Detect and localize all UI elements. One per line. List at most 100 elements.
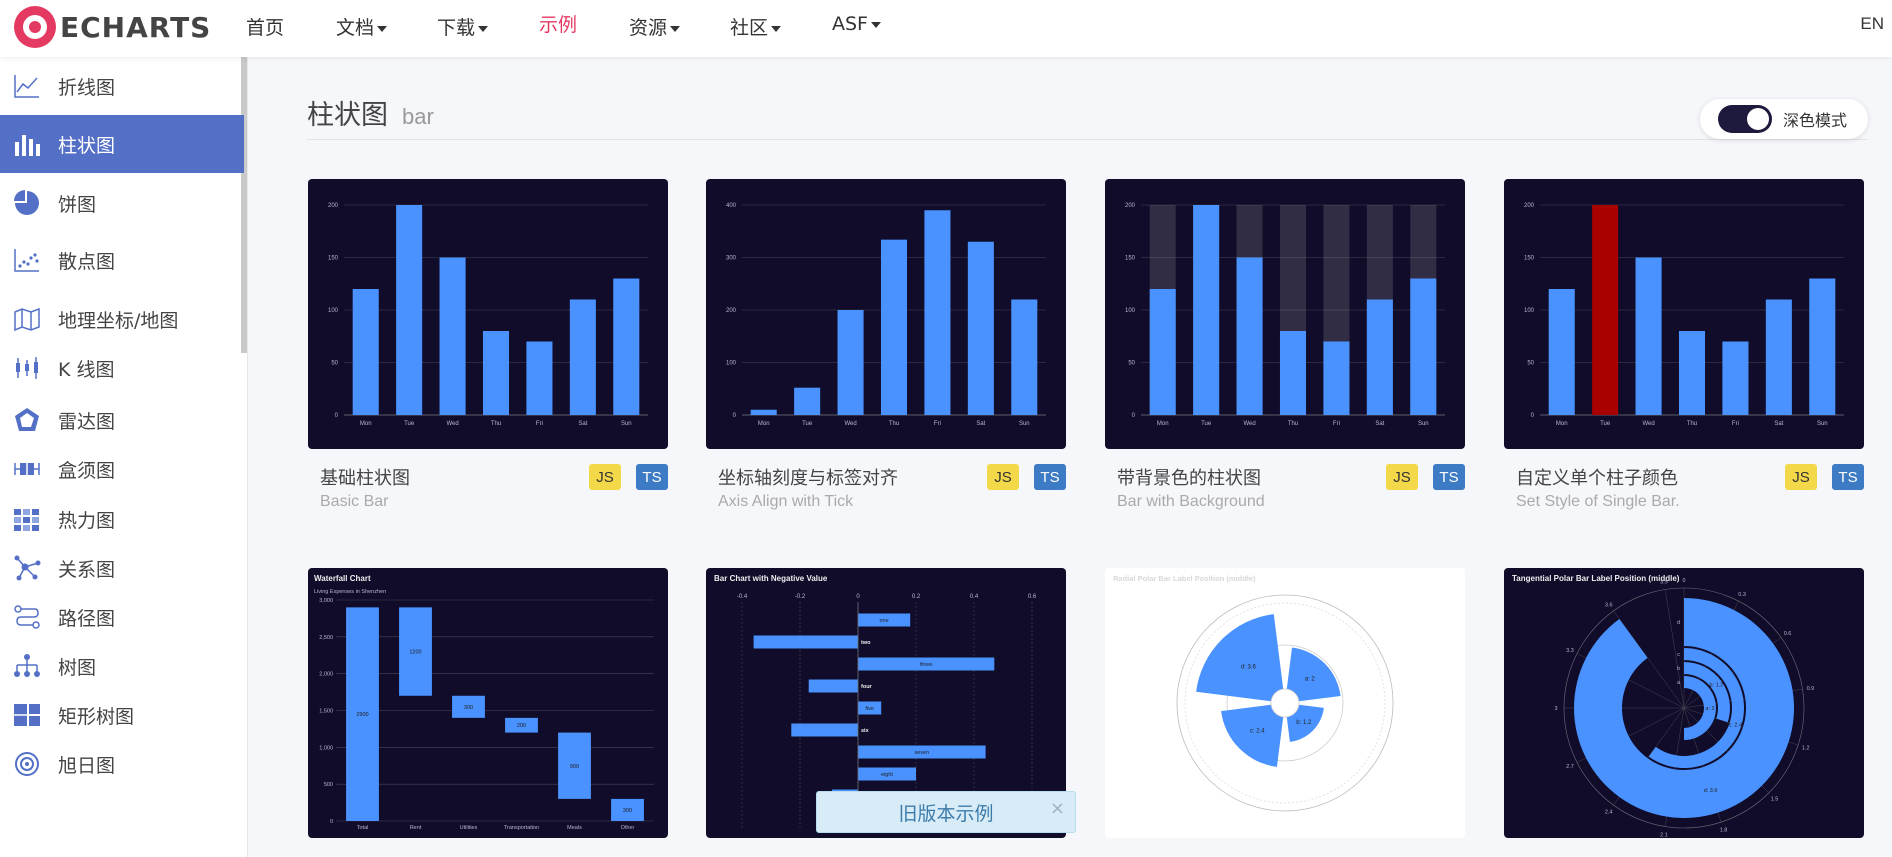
sidebar-item-pie[interactable]: 饼图 <box>0 174 244 232</box>
nav-item-download[interactable]: 下载 <box>437 13 489 40</box>
sidebar-item-label: 路径图 <box>58 607 116 630</box>
polar-tick-label: 0 <box>1682 578 1685 584</box>
x-tick-label: Sat <box>578 421 587 427</box>
nav-item-asf[interactable]: ASF <box>832 13 881 35</box>
example-thumbnail[interactable]: 0 50 100 150 200 Mon Tue Wed Thu Fri Sat Sun <box>1504 179 1864 449</box>
js-badge[interactable]: JS <box>589 464 621 490</box>
x-tick-label: Thu <box>1687 421 1697 427</box>
bar-label: seven <box>914 750 929 756</box>
bar <box>808 679 858 693</box>
polar-tick-label: 1.5 <box>1771 797 1779 803</box>
old-version-link[interactable]: 旧版本示例 <box>898 802 994 825</box>
sidebar-item-line[interactable]: 折线图 <box>0 57 244 115</box>
x-tick-label: 0.2 <box>912 594 921 600</box>
data-label: b: 1.2 <box>1296 720 1312 726</box>
js-badge[interactable]: JS <box>1785 464 1817 490</box>
y-tick-label: 150 <box>328 256 339 262</box>
polar-tick-label: 2.7 <box>1566 764 1574 770</box>
nav-item-resources[interactable]: 资源 <box>629 13 681 40</box>
bar <box>1323 341 1350 415</box>
bar-label: five <box>865 706 874 712</box>
x-tick-label: -0.2 <box>795 594 806 600</box>
y-tick-label: 100 <box>1524 308 1535 314</box>
language-switch[interactable]: EN <box>1860 14 1884 33</box>
sidebar-item-scatter[interactable]: 散点图 <box>0 231 244 289</box>
bar <box>924 210 951 415</box>
chevron-down-icon <box>771 25 782 32</box>
js-badge[interactable]: JS <box>1386 464 1418 490</box>
bar <box>611 798 644 821</box>
example-thumbnail[interactable]: 0 50 100 150 200 Mon Tue Wed Thu Fri Sat Sun <box>1105 179 1465 449</box>
bar-label: four <box>861 684 873 690</box>
x-tick-label: Tue <box>1600 421 1611 427</box>
example-thumbnail[interactable]: Waterfall Chart Living Expenses in Shenzh… <box>308 568 668 838</box>
example-thumbnail[interactable]: Tangential Polar Bar Label Position (mid… <box>1504 568 1864 838</box>
chart-title: Tangential Polar Bar Label Position (mid… <box>1512 574 1680 583</box>
sunburst-icon <box>12 749 42 779</box>
bar <box>880 239 908 415</box>
dark-mode-switch[interactable] <box>1718 105 1772 133</box>
ts-badge[interactable]: TS <box>636 464 668 490</box>
polar-grid-line <box>1613 610 1685 709</box>
sidebar-item-tree[interactable]: 树图 <box>0 637 244 695</box>
nav-item-examples[interactable]: 示例 <box>539 14 578 36</box>
dark-mode-toggle[interactable]: 深色模式 <box>1700 99 1868 139</box>
sidebar-scrollbar[interactable] <box>241 57 247 353</box>
y-tick-label: 1,000 <box>319 745 333 751</box>
sidebar-item-sunburst[interactable]: 旭日图 <box>0 735 244 793</box>
sidebar-item-bar[interactable]: 柱状图 <box>0 115 244 173</box>
data-label: b: 1.2 <box>1709 682 1723 688</box>
nav-item-home[interactable]: 首页 <box>246 17 285 39</box>
ts-badge[interactable]: TS <box>1832 464 1864 490</box>
sidebar-item-label: 盒须图 <box>58 459 116 482</box>
sidebar-item-treemap[interactable]: 矩形树图 <box>0 686 244 744</box>
y-tick-label: 200 <box>328 203 339 209</box>
echarts-logo[interactable]: ECHARTS <box>14 4 211 50</box>
nav-item-community[interactable]: 社区 <box>730 13 782 40</box>
sidebar-item-graph[interactable]: 关系图 <box>0 539 244 597</box>
bar <box>967 241 994 415</box>
sidebar-item-heatmap[interactable]: 热力图 <box>0 490 244 548</box>
ts-badge[interactable]: TS <box>1034 464 1066 490</box>
bar <box>399 607 432 696</box>
sidebar-item-label: 柱状图 <box>58 134 116 157</box>
polar-tick-label: 3.3 <box>1566 648 1574 654</box>
sidebar-item-radar[interactable]: 雷达图 <box>0 391 244 449</box>
nav-item-docs[interactable]: 文档 <box>336 13 388 40</box>
polar-center <box>1270 688 1300 718</box>
x-tick-label: Wed <box>446 421 458 427</box>
chart-waterfall: Waterfall Chart Living Expenses in Shenzh… <box>314 574 654 831</box>
boxplot-icon <box>12 454 42 484</box>
y-tick-label: 0 <box>1132 413 1136 419</box>
example-thumbnail[interactable]: 0 50 100 150 200 Mon Tue Wed Thu Fri Sat Sun <box>308 179 668 449</box>
sidebar-item-candlestick[interactable]: K 线图 <box>0 339 244 397</box>
category-label: a <box>1677 680 1681 686</box>
bar <box>1366 299 1393 415</box>
ts-badge[interactable]: TS <box>1433 464 1465 490</box>
card-subtitle: Set Style of Single Bar. <box>1516 493 1680 510</box>
sidebar-item-lines[interactable]: 路径图 <box>0 588 244 646</box>
treemap-icon <box>12 700 42 730</box>
x-tick-label: Utilities <box>460 825 478 831</box>
example-thumbnail[interactable]: Radial Polar Bar Label Position (middle)… <box>1105 568 1465 838</box>
polar-ring <box>1226 644 1344 762</box>
bar-chart-icon <box>12 129 42 159</box>
bar <box>346 607 379 821</box>
x-tick-label: Tue <box>1201 421 1212 427</box>
card-subtitle: Bar with Background <box>1117 493 1265 510</box>
x-tick-label: Rent <box>410 825 422 831</box>
y-tick-label: 2,000 <box>319 672 333 678</box>
polar-bar <box>1221 704 1284 767</box>
js-badge[interactable]: JS <box>987 464 1019 490</box>
sidebar-item-boxplot[interactable]: 盒须图 <box>0 440 244 498</box>
bar-label: eight <box>881 772 893 778</box>
data-label: 900 <box>570 764 579 770</box>
close-icon[interactable]: × <box>1049 798 1065 819</box>
example-thumbnail[interactable]: 0 100 200 300 400 Mon Tue Wed Thu Fri Sat Sun <box>706 179 1066 449</box>
sidebar-item-map[interactable]: 地理坐标/地图 <box>0 290 244 348</box>
old-version-banner[interactable]: 旧版本示例 × <box>816 791 1076 833</box>
sidebar-item-label: 树图 <box>58 656 97 679</box>
x-tick-label: Sun <box>1418 421 1429 427</box>
heatmap-icon <box>12 504 42 534</box>
polar-bar <box>1684 676 1716 740</box>
